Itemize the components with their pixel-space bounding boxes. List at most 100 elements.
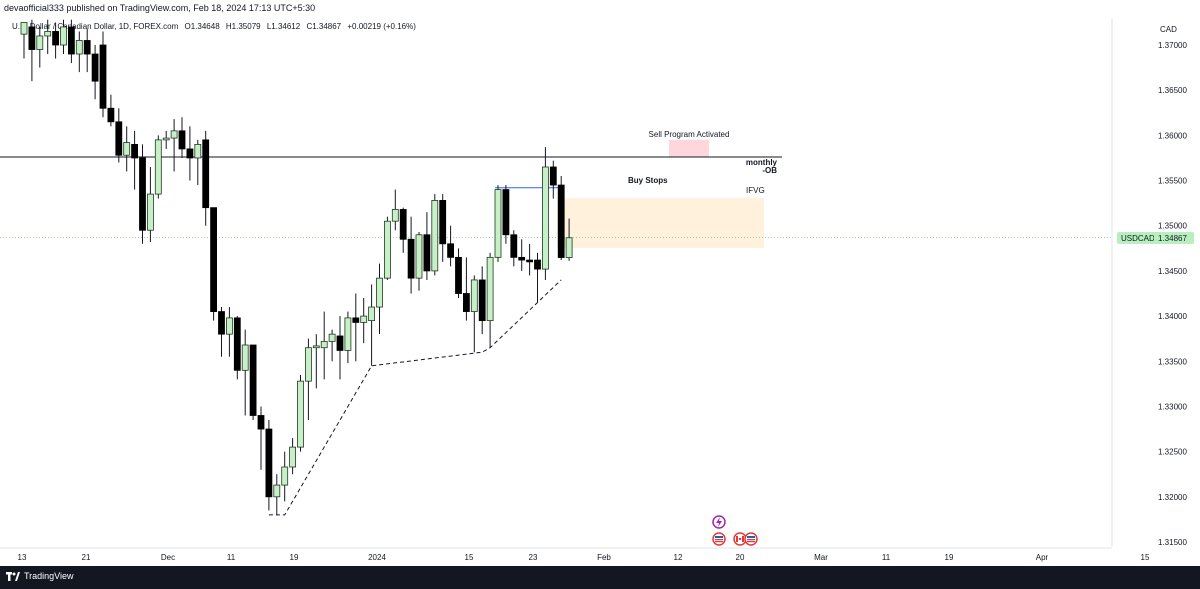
candle[interactable] xyxy=(502,185,510,244)
candle[interactable] xyxy=(447,225,455,267)
candle[interactable] xyxy=(265,420,273,511)
candle[interactable] xyxy=(478,266,486,335)
candle-body-bear xyxy=(28,26,36,50)
candle-body-bear xyxy=(265,428,273,498)
candle-body-bull xyxy=(376,277,383,308)
sell-program-label: Sell Program Activated xyxy=(649,130,730,139)
candle-body-bull xyxy=(225,317,233,335)
candle-body-bull xyxy=(162,137,170,141)
candle[interactable] xyxy=(494,185,502,262)
chart-canvas[interactable]: Sell Program Activated monthly -OB Buy S… xyxy=(0,0,1200,566)
candle[interactable] xyxy=(470,275,478,353)
candle[interactable] xyxy=(186,126,194,181)
candle[interactable] xyxy=(139,144,146,244)
us-flag-icon[interactable] xyxy=(712,532,726,546)
candle[interactable] xyxy=(368,284,376,366)
candle[interactable] xyxy=(249,344,257,421)
candle[interactable] xyxy=(202,130,210,226)
candle[interactable] xyxy=(534,252,541,303)
candle[interactable] xyxy=(60,19,67,55)
candle[interactable] xyxy=(486,252,494,348)
candle[interactable] xyxy=(146,166,154,242)
last-price-symbol: USDCAD xyxy=(1121,234,1155,243)
candle-body-bull xyxy=(383,220,391,279)
candle[interactable] xyxy=(352,293,360,362)
candle[interactable] xyxy=(376,263,383,335)
candle[interactable] xyxy=(320,311,328,380)
candle[interactable] xyxy=(210,207,218,321)
candle[interactable] xyxy=(99,31,107,118)
candle[interactable] xyxy=(542,147,549,280)
candle[interactable] xyxy=(28,19,36,82)
candle[interactable] xyxy=(297,374,304,452)
candle[interactable] xyxy=(360,298,368,344)
candle[interactable] xyxy=(154,135,162,199)
candle[interactable] xyxy=(107,94,115,127)
candle-body-bear xyxy=(178,130,186,150)
price-axis[interactable]: CAD 1.370001.365001.360001.355001.350001… xyxy=(1111,18,1194,547)
time-tick-label: 11 xyxy=(882,553,891,562)
ifvg-zone xyxy=(557,198,764,248)
tradingview-logo-icon xyxy=(6,571,20,581)
candle[interactable] xyxy=(518,239,526,271)
candle[interactable] xyxy=(225,307,233,357)
us-flag-icon-2[interactable] xyxy=(744,532,758,546)
symbol-name[interactable]: U.S. Dollar / Canadian Dollar, 1D, FOREX… xyxy=(12,22,179,31)
candle[interactable] xyxy=(312,334,320,389)
candle[interactable] xyxy=(423,212,431,280)
candle[interactable] xyxy=(68,19,75,64)
candle-body-bear xyxy=(186,148,194,159)
candle[interactable] xyxy=(257,406,265,470)
tradingview-brand[interactable]: TradingView xyxy=(6,571,74,581)
candle[interactable] xyxy=(439,194,447,262)
candle[interactable] xyxy=(557,176,565,261)
candle[interactable] xyxy=(431,194,439,276)
candle[interactable] xyxy=(36,26,44,68)
candle[interactable] xyxy=(194,139,202,186)
candle[interactable] xyxy=(83,28,91,73)
candle[interactable] xyxy=(455,248,462,299)
candle-body-bear xyxy=(557,184,565,258)
candle[interactable] xyxy=(273,474,281,515)
candle-body-bear xyxy=(210,207,218,312)
canada-flag-icon[interactable] xyxy=(733,532,747,546)
ohlc-legend: U.S. Dollar / Canadian Dollar, 1D, FOREX… xyxy=(12,22,420,31)
candle[interactable] xyxy=(510,230,518,267)
candle[interactable] xyxy=(52,22,59,59)
dashed-trendline[interactable] xyxy=(268,279,562,516)
candle[interactable] xyxy=(241,329,249,416)
candle[interactable] xyxy=(44,19,52,55)
lightning-icon[interactable] xyxy=(712,515,726,529)
candle[interactable] xyxy=(328,329,336,362)
candle[interactable] xyxy=(549,160,557,199)
candle[interactable] xyxy=(407,216,415,294)
candle[interactable] xyxy=(233,316,241,380)
candles-layer xyxy=(20,19,573,515)
candle[interactable] xyxy=(289,438,297,475)
candle[interactable] xyxy=(462,257,470,321)
price-tick-label: 1.35500 xyxy=(1158,177,1187,186)
candle[interactable] xyxy=(526,243,533,276)
candle-body-bull xyxy=(486,256,494,322)
candle[interactable] xyxy=(123,126,131,172)
candle[interactable] xyxy=(218,307,225,357)
candle[interactable] xyxy=(344,311,352,364)
candle[interactable] xyxy=(415,232,423,291)
candle[interactable] xyxy=(281,451,289,502)
candle[interactable] xyxy=(304,338,312,421)
candle[interactable] xyxy=(178,117,186,158)
time-ticks: 13 21 Dec 11 19 2024 15 23 Feb 12 20 Mar 11 19 Apr 15 xyxy=(18,553,1150,562)
candle[interactable] xyxy=(170,119,178,172)
candle[interactable] xyxy=(115,108,123,163)
candle[interactable] xyxy=(20,22,28,59)
candle[interactable] xyxy=(162,130,170,149)
candle[interactable] xyxy=(131,130,139,190)
candle[interactable] xyxy=(383,216,391,280)
candle[interactable] xyxy=(399,207,407,253)
candle[interactable] xyxy=(565,218,573,261)
candle[interactable] xyxy=(336,316,344,380)
candle[interactable] xyxy=(91,45,99,100)
time-axis[interactable]: 13 21 Dec 11 19 2024 15 23 Feb 12 20 Mar 11 19 Apr 15 xyxy=(0,547,1150,562)
candle[interactable] xyxy=(75,31,83,73)
candle[interactable] xyxy=(391,189,399,231)
